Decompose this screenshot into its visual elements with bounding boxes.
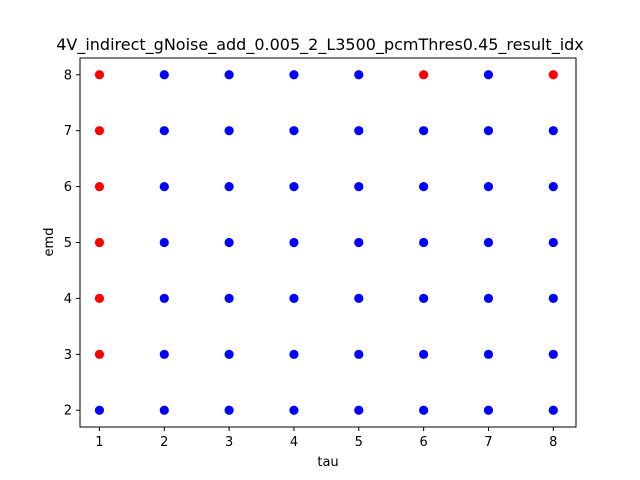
data-point-6 xyxy=(94,70,105,80)
data-point-7 xyxy=(159,405,169,415)
data-point-10 xyxy=(159,237,169,248)
chart-title: 4V_indirect_gNoise_add_0.005_2_L3500_pcm… xyxy=(56,35,584,55)
data-point-8 xyxy=(159,349,169,359)
data-point-37 xyxy=(419,293,429,304)
x-tick-label-2: 3 xyxy=(225,435,233,450)
data-point-29 xyxy=(354,349,364,359)
data-point-50 xyxy=(548,349,558,359)
x-tick-label-0: 1 xyxy=(95,435,103,450)
data-point-52 xyxy=(548,237,558,248)
data-point-39 xyxy=(419,181,429,192)
data-point-43 xyxy=(483,349,494,359)
data-point-36 xyxy=(419,349,429,359)
x-tick-label-4: 5 xyxy=(355,435,363,450)
data-point-55 xyxy=(548,70,558,80)
data-point-20 xyxy=(224,70,234,80)
data-point-41 xyxy=(419,70,429,80)
data-point-44 xyxy=(483,293,494,304)
points-layer xyxy=(94,70,558,415)
y-tick-label-6: 8 xyxy=(64,68,72,83)
data-point-45 xyxy=(483,237,494,248)
x-tick-label-5: 6 xyxy=(419,435,427,450)
data-point-24 xyxy=(289,237,299,248)
data-point-40 xyxy=(419,126,429,136)
data-point-22 xyxy=(289,349,299,359)
data-point-14 xyxy=(224,405,234,415)
data-point-48 xyxy=(483,70,494,80)
data-point-13 xyxy=(159,70,169,80)
data-point-51 xyxy=(548,293,558,304)
data-point-53 xyxy=(548,181,558,192)
ticks-layer: 1 2 3 4 5 6 7 8 2 3 4 5 6 7 8 xyxy=(64,68,558,450)
y-tick-label-4: 6 xyxy=(64,180,72,195)
y-tick-label-0: 2 xyxy=(64,404,72,419)
data-point-5 xyxy=(94,126,105,136)
data-point-25 xyxy=(289,181,299,192)
data-point-17 xyxy=(224,237,234,248)
x-tick-label-6: 7 xyxy=(484,435,492,450)
data-point-19 xyxy=(224,126,234,136)
x-tick-label-7: 8 xyxy=(549,435,557,450)
y-tick-label-5: 7 xyxy=(64,124,72,139)
x-tick-label-1: 2 xyxy=(160,435,168,450)
data-point-2 xyxy=(94,293,105,304)
data-point-34 xyxy=(354,70,364,80)
x-axis-label: tau xyxy=(317,455,338,470)
data-point-27 xyxy=(289,70,299,80)
data-point-4 xyxy=(94,181,105,192)
data-point-0 xyxy=(94,405,105,415)
data-point-3 xyxy=(94,237,105,248)
y-axis-label: emd xyxy=(42,228,57,257)
data-point-18 xyxy=(224,181,234,192)
y-tick-label-3: 5 xyxy=(64,236,72,251)
data-point-26 xyxy=(289,126,299,136)
data-point-47 xyxy=(483,126,494,136)
data-point-33 xyxy=(354,126,364,136)
data-point-9 xyxy=(159,293,169,304)
data-point-23 xyxy=(289,293,299,304)
plot-area-frame xyxy=(79,57,577,428)
data-point-35 xyxy=(419,405,429,415)
y-tick-label-2: 4 xyxy=(64,292,72,307)
data-point-32 xyxy=(354,181,364,192)
x-tick-label-3: 4 xyxy=(290,435,298,450)
data-point-54 xyxy=(548,126,558,136)
data-point-46 xyxy=(483,181,494,192)
data-point-11 xyxy=(159,181,169,192)
data-point-30 xyxy=(354,293,364,304)
data-point-21 xyxy=(289,405,299,415)
data-point-49 xyxy=(548,405,558,415)
data-point-38 xyxy=(419,237,429,248)
data-point-15 xyxy=(224,349,234,359)
data-point-1 xyxy=(94,349,105,359)
data-point-42 xyxy=(483,405,494,415)
data-point-16 xyxy=(224,293,234,304)
data-point-12 xyxy=(159,126,169,136)
data-point-31 xyxy=(354,237,364,248)
y-tick-label-1: 3 xyxy=(64,348,72,363)
data-point-28 xyxy=(354,405,364,415)
